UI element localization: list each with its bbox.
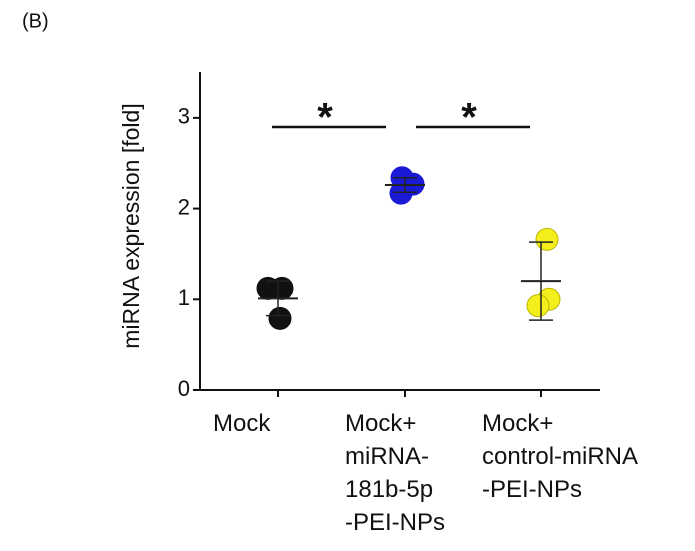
x-tick-label: Mock [213, 410, 271, 437]
y-tick-label: 0 [178, 376, 190, 401]
significance-label: * [317, 96, 333, 140]
y-tick-label: 1 [178, 285, 190, 310]
y-tick-label: 2 [178, 194, 190, 219]
data-point [526, 294, 550, 318]
panel-label: (B) [22, 10, 49, 32]
x-tick-label: Mock+ control-miRNA -PEI-NPs [482, 410, 638, 503]
data-point [389, 181, 413, 205]
significance-label: * [461, 96, 477, 140]
x-tick-label: Mock+ miRNA-181b-5p -PEI-NPs [345, 410, 445, 536]
data-point [268, 306, 292, 330]
y-axis-label: miRNA expression [fold] [118, 103, 144, 348]
data-point [270, 276, 294, 300]
y-tick-label: 3 [178, 104, 190, 129]
data-point [535, 227, 559, 251]
